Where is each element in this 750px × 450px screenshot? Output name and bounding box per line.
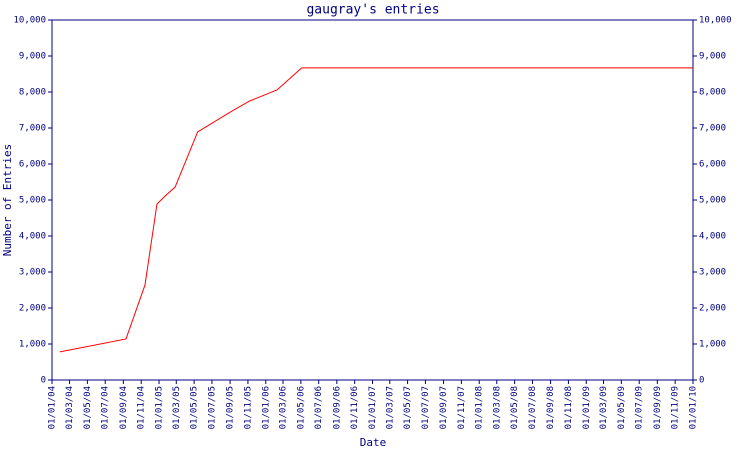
x-tick-label: 01/01/08 bbox=[475, 386, 485, 429]
x-tick-label: 01/11/09 bbox=[671, 386, 681, 429]
y-tick-label: 0 bbox=[41, 376, 46, 386]
y-tick-label: 8,000 bbox=[19, 88, 46, 98]
x-tick-label: 01/01/05 bbox=[155, 386, 165, 429]
x-tick-label: 01/03/06 bbox=[279, 386, 289, 429]
chart-title: gaugray's entries bbox=[306, 3, 439, 18]
x-tick-label: 01/01/10 bbox=[689, 386, 699, 429]
x-tick-label: 01/07/05 bbox=[207, 386, 217, 429]
y2-tick-label: 1,000 bbox=[699, 340, 726, 350]
x-tick-label: 01/03/09 bbox=[599, 386, 609, 429]
y-tick-label: 9,000 bbox=[19, 52, 46, 62]
y2-tick-label: 10,000 bbox=[699, 16, 732, 26]
y-tick-label: 2,000 bbox=[19, 304, 46, 314]
x-tick-label: 01/05/04 bbox=[83, 386, 93, 429]
x-tick-label: 01/01/04 bbox=[48, 386, 58, 429]
y-tick-label: 6,000 bbox=[19, 160, 46, 170]
x-tick-label: 01/07/08 bbox=[528, 386, 538, 429]
x-tick-label: 01/01/07 bbox=[368, 386, 378, 429]
y-tick-label: 7,000 bbox=[19, 124, 46, 134]
x-tick-label: 01/09/05 bbox=[226, 386, 236, 429]
y2-tick-label: 2,000 bbox=[699, 304, 726, 314]
y-axis-title: Number of Entries bbox=[1, 144, 14, 257]
y2-tick-label: 3,000 bbox=[699, 268, 726, 278]
x-tick-label: 01/09/04 bbox=[119, 386, 129, 429]
y2-tick-label: 6,000 bbox=[699, 160, 726, 170]
x-tick-label: 01/01/09 bbox=[582, 386, 592, 429]
x-tick-label: 01/05/08 bbox=[510, 386, 520, 429]
x-axis-title: Date bbox=[360, 436, 387, 449]
x-tick-label: 01/03/08 bbox=[492, 386, 502, 429]
data-line bbox=[59, 67, 693, 353]
y-tick-label: 10,000 bbox=[13, 16, 46, 26]
x-tick-label: 01/09/09 bbox=[653, 386, 663, 429]
x-tick-label: 01/01/06 bbox=[261, 386, 271, 429]
y2-tick-label: 9,000 bbox=[699, 52, 726, 62]
y2-tick-label: 8,000 bbox=[699, 88, 726, 98]
y-tick-label: 3,000 bbox=[19, 268, 46, 278]
x-tick-label: 01/07/09 bbox=[635, 386, 645, 429]
x-tick-label: 01/03/05 bbox=[172, 386, 182, 429]
x-tick-label: 01/11/08 bbox=[564, 386, 574, 429]
x-tick-label: 01/07/06 bbox=[314, 386, 324, 429]
x-tick-label: 01/09/07 bbox=[439, 386, 449, 429]
y-tick-label: 5,000 bbox=[19, 196, 46, 206]
x-tick-label: 01/09/08 bbox=[546, 386, 556, 429]
y2-tick-label: 5,000 bbox=[699, 196, 726, 206]
x-tick-label: 01/11/05 bbox=[243, 386, 253, 429]
x-tick-label: 01/03/04 bbox=[65, 386, 75, 429]
y2-tick-label: 0 bbox=[699, 376, 704, 386]
plot-frame bbox=[51, 19, 694, 381]
y-tick-label: 1,000 bbox=[19, 340, 46, 350]
y2-tick-label: 4,000 bbox=[699, 232, 726, 242]
y-tick-label: 4,000 bbox=[19, 232, 46, 242]
y2-tick-label: 7,000 bbox=[699, 124, 726, 134]
x-tick-label: 01/05/05 bbox=[190, 386, 200, 429]
x-tick-label: 01/11/06 bbox=[350, 386, 360, 429]
x-tick-label: 01/03/07 bbox=[385, 386, 395, 429]
x-tick-label: 01/05/07 bbox=[403, 386, 413, 429]
x-tick-label: 01/05/06 bbox=[296, 386, 306, 429]
x-tick-label: 01/09/06 bbox=[332, 386, 342, 429]
x-tick-label: 01/11/07 bbox=[457, 386, 467, 429]
x-tick-label: 01/05/09 bbox=[617, 386, 627, 429]
x-tick-label: 01/07/04 bbox=[101, 386, 111, 429]
x-tick-label: 01/07/07 bbox=[421, 386, 431, 429]
x-tick-label: 01/11/04 bbox=[137, 386, 147, 429]
